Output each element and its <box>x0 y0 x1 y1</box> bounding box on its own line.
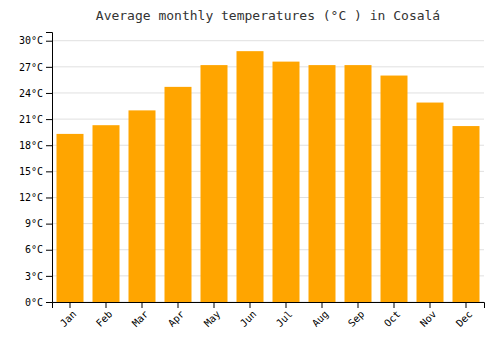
y-tick: 21°C <box>19 114 52 125</box>
y-tick-label: 15°C <box>19 166 43 177</box>
y-tick-mark <box>46 171 52 172</box>
x-tick-label: Jul <box>274 308 295 329</box>
x-tick: Mar <box>130 302 151 329</box>
y-tick-label: 0°C <box>25 297 43 308</box>
x-tick: May <box>202 302 223 329</box>
y-tick-label: 12°C <box>19 192 43 203</box>
x-tick: Apr <box>166 302 187 329</box>
y-tick-mark <box>46 93 52 94</box>
y-tick-mark <box>46 41 52 42</box>
x-tick: Sep <box>346 302 367 329</box>
bars <box>57 51 480 302</box>
y-tick-label: 30°C <box>19 35 43 46</box>
x-tick-label: Jun <box>238 308 259 329</box>
x-axis-line <box>53 303 485 309</box>
y-tick-mark <box>46 119 52 120</box>
y-tick-label: 27°C <box>19 62 43 73</box>
y-tick: 30°C <box>19 35 52 46</box>
x-tick: Oct <box>382 302 403 329</box>
bar <box>309 65 336 302</box>
bar <box>417 103 444 302</box>
x-tick-label: Nov <box>418 308 439 329</box>
x-tick-mark <box>286 302 287 308</box>
x-tick-label: Dec <box>454 308 475 329</box>
y-tick: 24°C <box>19 88 52 99</box>
y-tick: 27°C <box>19 62 52 73</box>
y-tick-label: 21°C <box>19 114 43 125</box>
y-tick-label: 6°C <box>25 244 43 255</box>
x-tick-mark <box>322 302 323 308</box>
x-tick: Aug <box>310 302 331 329</box>
bar <box>237 51 264 302</box>
x-tick-mark <box>250 302 251 308</box>
x-tick-mark <box>142 302 143 308</box>
grid-line <box>52 66 484 67</box>
x-tick-label: Apr <box>166 308 187 329</box>
bar <box>273 62 300 302</box>
chart: 0°C 3°C 6°C 9°C 12°C 15°C 18°C 21°C 24°C 27°C 30°C… <box>0 0 500 350</box>
x-axis: Jan Feb Mar Apr May Jun Jul Aug Sep Oct Nov Dec <box>53 302 485 329</box>
bar <box>165 87 192 302</box>
x-tick-label: Mar <box>130 308 151 329</box>
bar <box>93 125 120 302</box>
y-axis-line <box>46 33 53 303</box>
y-tick-mark <box>46 145 52 146</box>
y-tick: 18°C <box>19 140 52 151</box>
y-tick: 9°C <box>25 218 52 229</box>
y-tick-label: 18°C <box>19 140 43 151</box>
y-axis: 0°C 3°C 6°C 9°C 12°C 15°C 18°C 21°C 24°C 27°C 30°C <box>19 33 53 308</box>
y-tick: 15°C <box>19 166 52 177</box>
x-tick-mark <box>214 302 215 308</box>
x-tick: Nov <box>418 302 439 329</box>
y-tick-label: 3°C <box>25 271 43 282</box>
y-tick-mark <box>46 67 52 68</box>
x-tick-mark <box>358 302 359 308</box>
y-tick: 3°C <box>25 271 52 282</box>
x-tick: Jun <box>238 302 259 329</box>
y-tick: 12°C <box>19 192 52 203</box>
title: Average monthly temperatures (°C ) in Co… <box>96 8 440 23</box>
y-tick-mark <box>46 197 52 198</box>
grid-line <box>52 92 484 93</box>
y-tick-label: 24°C <box>19 88 43 99</box>
grid <box>52 41 484 302</box>
x-tick-label: Feb <box>94 308 115 329</box>
bar <box>453 126 480 302</box>
x-tick-mark <box>394 302 395 308</box>
bar <box>381 76 408 302</box>
plot: 0°C 3°C 6°C 9°C 12°C 15°C 18°C 21°C 24°C 27°C 30°C… <box>19 33 485 329</box>
y-tick-mark <box>46 302 52 303</box>
y-tick: 6°C <box>25 244 52 255</box>
bar <box>201 65 228 302</box>
bar <box>57 134 84 302</box>
x-tick-mark <box>106 302 107 308</box>
grid-line <box>52 40 484 41</box>
x-tick-mark <box>430 302 431 308</box>
x-tick-mark <box>178 302 179 308</box>
x-tick-mark <box>70 302 71 308</box>
y-tick-mark <box>46 276 52 277</box>
x-tick-mark <box>466 302 467 308</box>
x-tick-label: Oct <box>382 308 403 329</box>
y-tick-mark <box>46 224 52 225</box>
x-tick: Dec <box>454 302 475 329</box>
x-tick: Feb <box>94 302 115 329</box>
bar <box>129 110 156 302</box>
x-tick: Jan <box>58 302 79 329</box>
y-tick-mark <box>46 250 52 251</box>
x-tick-label: Aug <box>310 308 331 329</box>
x-tick-label: May <box>202 308 223 329</box>
x-tick-label: Jan <box>58 308 79 329</box>
x-tick-label: Sep <box>346 308 367 329</box>
bar <box>345 65 372 302</box>
y-tick: 0°C <box>25 297 52 308</box>
y-tick-label: 9°C <box>25 218 43 229</box>
x-tick: Jul <box>274 302 295 329</box>
